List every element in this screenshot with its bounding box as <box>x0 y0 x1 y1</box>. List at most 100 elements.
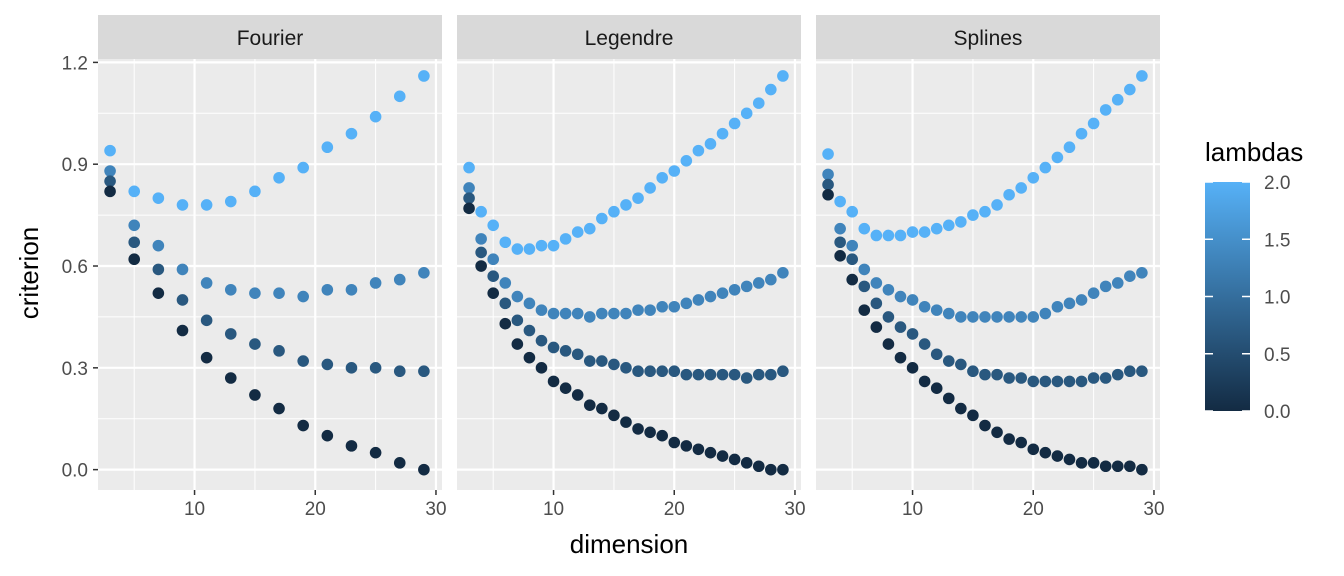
data-point <box>967 409 979 422</box>
data-point <box>858 280 871 293</box>
data-point <box>559 345 572 357</box>
data-point <box>979 311 991 323</box>
data-point <box>345 283 358 296</box>
data-point <box>1015 182 1027 194</box>
legend-tick-label: 0.0 <box>1264 402 1290 423</box>
data-point <box>918 226 931 238</box>
data-point <box>716 450 729 462</box>
data-point <box>571 226 584 238</box>
data-point <box>152 239 165 252</box>
data-point <box>152 287 165 299</box>
data-point <box>991 311 1003 323</box>
data-point <box>523 324 536 337</box>
data-point <box>369 362 382 374</box>
data-point <box>632 192 644 204</box>
data-point <box>728 453 741 466</box>
data-point <box>511 314 524 327</box>
data-point <box>224 372 237 384</box>
data-point <box>620 416 632 428</box>
data-point <box>620 362 632 374</box>
data-point <box>152 263 165 276</box>
data-point <box>979 419 991 432</box>
data-point <box>559 382 572 394</box>
data-point <box>777 463 789 476</box>
data-point <box>297 161 309 174</box>
x-axis-title: dimension <box>570 529 689 559</box>
data-point <box>632 423 644 435</box>
data-point <box>870 277 883 289</box>
data-point <box>894 229 907 242</box>
data-point <box>1124 365 1136 378</box>
x-tick-label: 30 <box>1143 499 1164 520</box>
data-point <box>656 429 668 442</box>
x-tick-label: 30 <box>425 499 446 520</box>
data-point <box>680 368 693 381</box>
panel-background <box>98 59 442 490</box>
y-tick-label: 0.9 <box>62 155 88 176</box>
data-point <box>200 351 213 364</box>
data-point <box>535 304 548 316</box>
data-point <box>487 253 500 266</box>
y-tick-label: 1.2 <box>62 53 88 74</box>
data-point <box>894 321 907 333</box>
data-point <box>752 460 765 473</box>
data-point <box>583 311 596 323</box>
data-point <box>1075 457 1088 469</box>
data-point <box>955 358 967 371</box>
data-point <box>834 250 846 262</box>
facet-strip <box>98 15 442 59</box>
data-point <box>967 209 979 221</box>
data-point <box>1099 372 1112 384</box>
data-point <box>523 351 536 364</box>
data-point <box>1051 151 1064 164</box>
x-tick-label: 10 <box>543 499 564 520</box>
data-point <box>656 365 668 378</box>
facet-strip <box>816 15 1160 59</box>
data-point <box>511 338 524 350</box>
data-point <box>846 205 859 218</box>
data-point <box>870 297 883 310</box>
data-point <box>128 185 141 198</box>
data-point <box>535 239 548 252</box>
x-tick-label: 20 <box>1023 499 1044 520</box>
data-point <box>393 457 406 469</box>
data-point <box>632 304 644 316</box>
data-point <box>822 178 834 191</box>
data-point <box>547 307 560 320</box>
data-point <box>176 263 189 276</box>
facet-strip-label: Splines <box>954 27 1023 50</box>
data-point <box>846 253 859 266</box>
data-point <box>918 375 931 388</box>
data-point <box>777 365 789 378</box>
series-lambda-0_67 <box>822 178 1148 388</box>
data-point <box>608 409 620 422</box>
data-point <box>297 419 309 432</box>
series-lambda-0_67 <box>463 192 789 384</box>
data-point <box>967 311 979 323</box>
data-point <box>535 362 548 374</box>
data-point <box>321 283 334 296</box>
data-point <box>1015 436 1027 449</box>
data-point <box>668 165 681 177</box>
data-point <box>559 233 572 245</box>
data-point <box>583 222 596 235</box>
data-point <box>249 287 261 299</box>
data-point <box>930 348 943 361</box>
data-point <box>152 192 165 204</box>
data-point <box>740 372 753 384</box>
data-point <box>1111 277 1124 289</box>
data-point <box>128 236 141 249</box>
data-point <box>1051 375 1064 388</box>
panel-background <box>816 59 1160 490</box>
data-point <box>858 304 871 316</box>
data-point <box>224 195 237 208</box>
data-point <box>393 365 406 378</box>
data-point <box>176 294 189 306</box>
data-point <box>487 219 500 232</box>
series-lambda-2 <box>463 70 789 255</box>
data-point <box>369 446 382 459</box>
data-point <box>249 338 261 350</box>
x-tick-label: 30 <box>784 499 805 520</box>
data-point <box>955 402 967 415</box>
